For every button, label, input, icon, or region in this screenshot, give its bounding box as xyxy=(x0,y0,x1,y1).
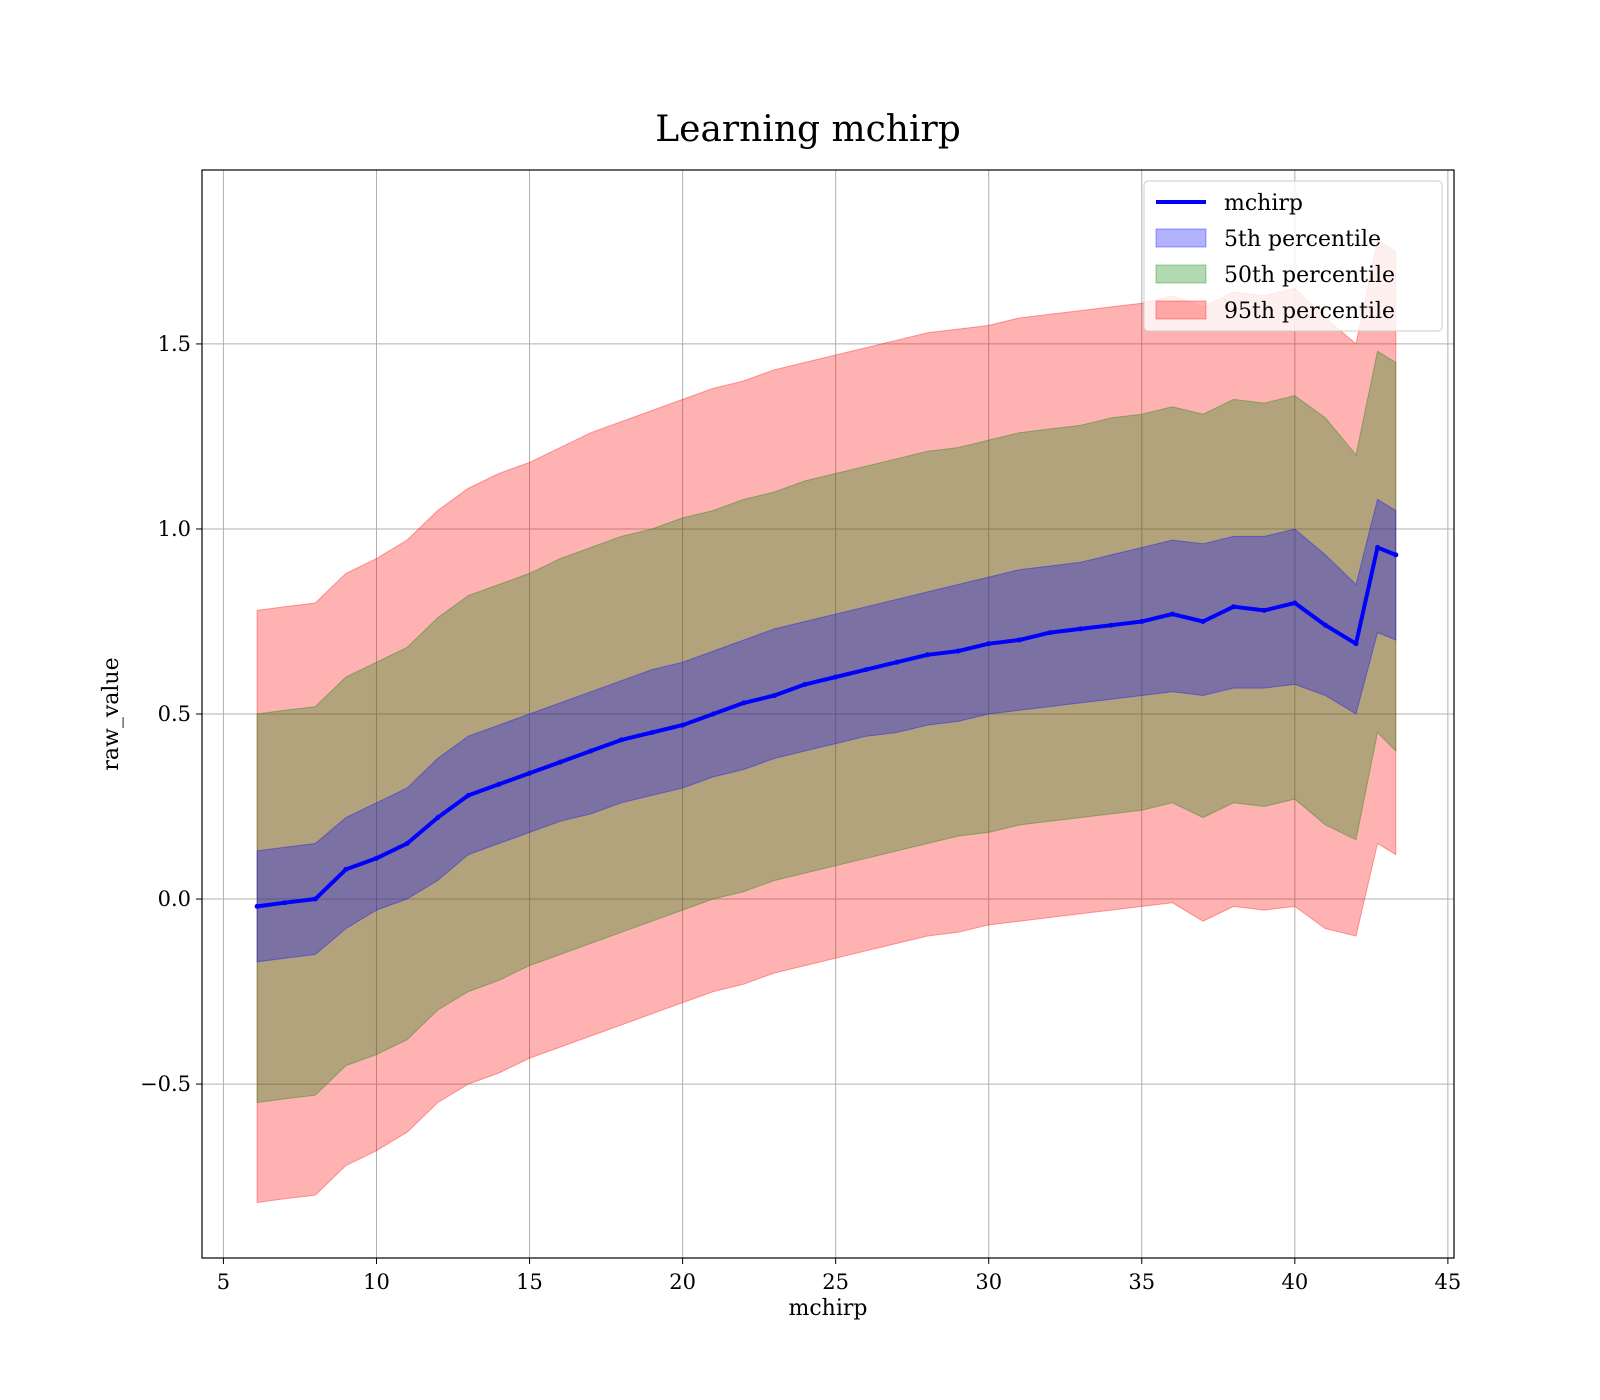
y-tick-label: 0.5 xyxy=(158,702,191,726)
percentile-bands xyxy=(256,239,1397,1204)
mchirp-point xyxy=(680,722,686,728)
mchirp-point xyxy=(1353,641,1359,647)
mchirp-point xyxy=(1047,630,1053,636)
mchirp-point xyxy=(254,903,260,909)
mchirp-point xyxy=(435,815,441,821)
mchirp-line-layer xyxy=(254,545,1399,909)
legend: mchirp 5th percentile 50th percentile 95th … xyxy=(1143,180,1443,332)
mchirp-point xyxy=(1322,622,1328,628)
mchirp-point xyxy=(1139,619,1145,624)
95th-percentile-band xyxy=(256,239,1397,1204)
mchirp-point xyxy=(802,681,808,687)
mchirp-point xyxy=(1169,611,1175,617)
mchirp-point xyxy=(741,700,747,706)
x-tick-label: 10 xyxy=(363,1270,390,1294)
mchirp-point xyxy=(1078,626,1083,632)
y-tick-label: −0.5 xyxy=(140,1072,191,1096)
mchirp-point xyxy=(1231,604,1237,610)
mchirp-point xyxy=(1261,607,1267,613)
mchirp-point xyxy=(1393,552,1399,558)
grid xyxy=(202,170,1454,1258)
y-tick-label: 1.5 xyxy=(158,332,191,356)
mchirp-point xyxy=(588,748,594,754)
mchirp-point xyxy=(496,781,502,787)
mchirp-point xyxy=(925,652,930,658)
mchirp-point xyxy=(710,711,716,717)
mchirp-point xyxy=(343,866,349,872)
mchirp-point xyxy=(649,730,655,735)
mchirp-point xyxy=(527,770,532,776)
mchirp-point xyxy=(1200,619,1206,624)
y-tick-label: 0.0 xyxy=(158,887,191,911)
mchirp-point xyxy=(1016,637,1022,643)
x-tick-label: 20 xyxy=(669,1270,696,1294)
mchirp-point xyxy=(312,896,318,902)
legend-label: mchirp xyxy=(1224,191,1303,216)
legend-box xyxy=(1143,180,1443,332)
x-tick-label: 30 xyxy=(975,1270,1002,1294)
mchirp-point xyxy=(282,900,288,906)
legend-patch-swatch xyxy=(1155,300,1207,320)
legend-label: 50th percentile xyxy=(1224,263,1395,288)
legend-label: 95th percentile xyxy=(1224,299,1395,324)
chart-title: Learning mchirp xyxy=(655,109,961,150)
x-tick-label: 5 xyxy=(217,1270,230,1294)
y-tick-label: 1.0 xyxy=(158,517,191,541)
mchirp-point xyxy=(986,641,992,647)
mchirp-point xyxy=(374,855,379,861)
x-tick-label: 25 xyxy=(822,1270,849,1294)
mchirp-point xyxy=(894,659,900,665)
axis-ticks: 5 10 15 20 25 30 35 40 45 −0.5 0.0 0.5 1.0 1.5 xyxy=(140,332,1461,1294)
50th-percentile-band xyxy=(256,350,1397,1104)
x-tick-label: 35 xyxy=(1128,1270,1155,1294)
legend-label: 5th percentile xyxy=(1224,227,1381,252)
mchirp-point xyxy=(863,667,869,673)
mchirp-point xyxy=(833,674,839,680)
mchirp-point xyxy=(404,841,410,846)
legend-patch-swatch xyxy=(1155,264,1207,284)
mchirp-point xyxy=(1292,600,1298,606)
x-tick-label: 40 xyxy=(1281,1270,1308,1294)
mchirp-point xyxy=(557,759,563,765)
mchirp-point xyxy=(465,792,471,798)
5th-percentile-band xyxy=(256,498,1397,963)
mchirp-point xyxy=(955,648,961,654)
x-axis-label: mchirp xyxy=(789,1296,868,1321)
x-tick-label: 15 xyxy=(516,1270,543,1294)
mchirp-point xyxy=(1375,545,1380,550)
mchirp-point xyxy=(618,737,624,743)
x-tick-label: 45 xyxy=(1435,1270,1462,1294)
mchirp-point xyxy=(771,693,777,698)
mchirp-point xyxy=(1108,622,1114,628)
y-axis-label: raw_value xyxy=(99,657,124,770)
legend-patch-swatch xyxy=(1155,228,1207,248)
